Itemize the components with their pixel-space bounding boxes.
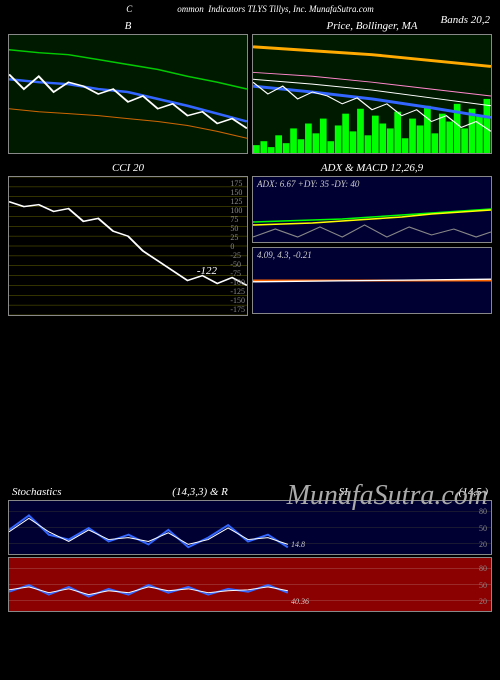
- chart-cci: 1751501251007550250-25-50-75-100-125-150…: [8, 176, 248, 316]
- chart-adx: ADX: 6.67 +DY: 35 -DY: 40: [252, 176, 492, 243]
- adx-title: ADX & MACD 12,26,9: [252, 160, 492, 176]
- chart-grid-row2: CCI 20 1751501251007550250-25-50-75-100-…: [0, 160, 500, 316]
- page-header: C ommon Indicators TLYS Tillys, Inc. Mun…: [0, 0, 500, 18]
- chart-price: [252, 34, 492, 154]
- chart-macd: 4.09, 4.3, -0.21: [252, 247, 492, 314]
- chart-grid-row1: B Price, Bollinger, MA: [0, 18, 500, 154]
- chart-b-title: B: [8, 18, 248, 34]
- chart-b: [8, 34, 248, 154]
- chart-price-title: Price, Bollinger, MA: [252, 18, 492, 34]
- watermark: MunafaSutra.com: [287, 480, 488, 512]
- stoch-bottom-chart: 80502040.36: [8, 557, 492, 612]
- cci-title: CCI 20: [8, 160, 248, 176]
